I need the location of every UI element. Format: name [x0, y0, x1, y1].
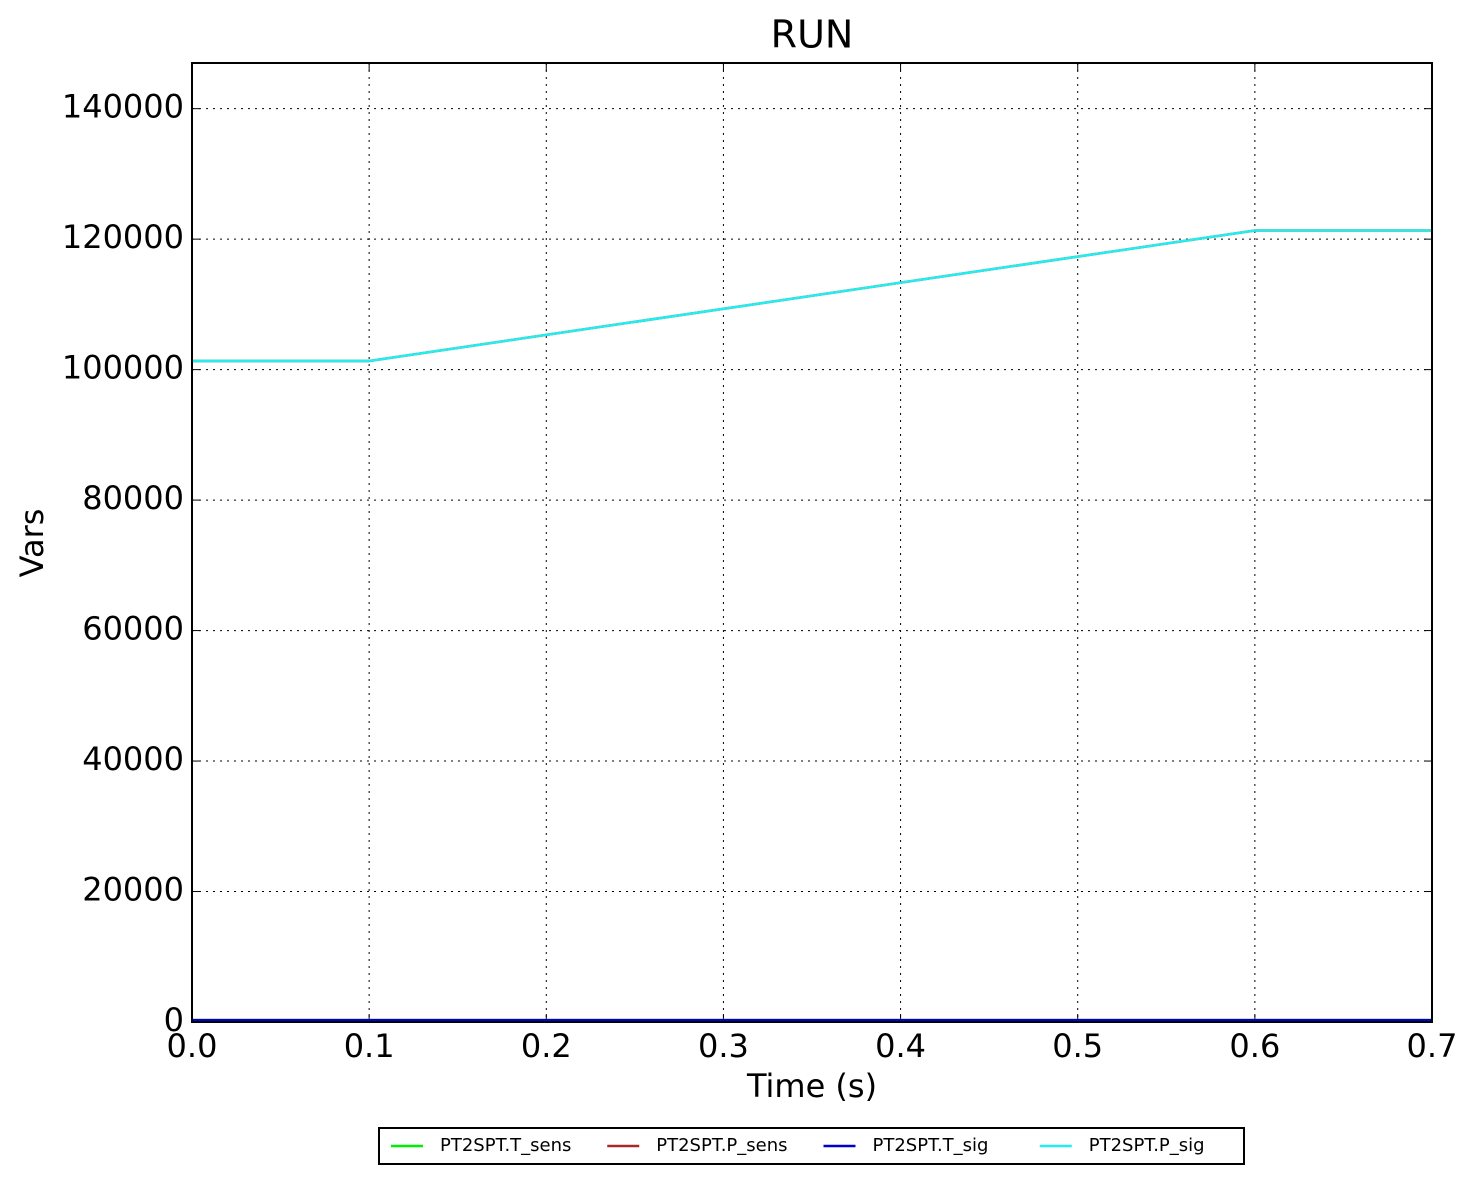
y-axis-label: Vars: [13, 509, 51, 578]
y-tick-label: 60000: [82, 610, 184, 648]
series-line: [192, 229, 1432, 363]
y-tick-label: 100000: [62, 349, 184, 387]
x-axis-label: Time (s): [746, 1067, 877, 1105]
y-tick-label: 0: [164, 1001, 184, 1039]
x-tick-label: 0.1: [344, 1027, 395, 1065]
y-tick-label: 120000: [62, 218, 184, 256]
x-tick-label: 0.5: [1052, 1027, 1103, 1065]
chart-title: RUN: [771, 13, 854, 57]
legend-box: [378, 1127, 1245, 1165]
legend-label: PT2SPT.T_sig: [873, 1135, 989, 1156]
x-tick-label: 0.4: [875, 1027, 926, 1065]
y-tick-label: 80000: [82, 479, 184, 517]
y-tick-label: 20000: [82, 871, 184, 909]
x-tick-label: 0.2: [521, 1027, 572, 1065]
legend-label: PT2SPT.P_sens: [656, 1135, 787, 1156]
x-tick-label: 0.7: [1407, 1027, 1458, 1065]
y-tick-label: 40000: [82, 740, 184, 778]
legend-label: PT2SPT.P_sig: [1089, 1135, 1205, 1156]
x-tick-label: 0.3: [698, 1027, 749, 1065]
x-tick-label: 0.0: [167, 1027, 218, 1065]
legend-label: PT2SPT.T_sens: [440, 1135, 571, 1156]
y-tick-label: 140000: [62, 88, 184, 126]
x-tick-label: 0.6: [1229, 1027, 1280, 1065]
plot-frame: [191, 62, 1433, 1023]
